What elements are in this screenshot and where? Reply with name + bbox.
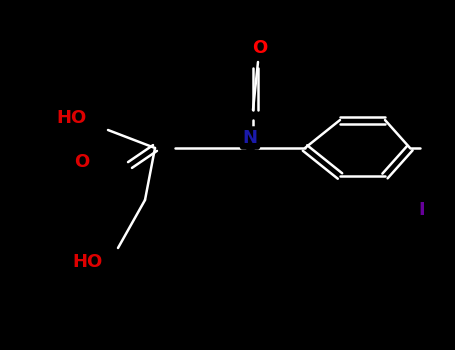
Text: O: O — [74, 153, 90, 171]
Text: HO: HO — [57, 109, 87, 127]
Text: HO: HO — [73, 253, 103, 271]
Text: O: O — [253, 39, 268, 57]
Text: N: N — [243, 129, 258, 147]
Text: I: I — [418, 201, 425, 219]
